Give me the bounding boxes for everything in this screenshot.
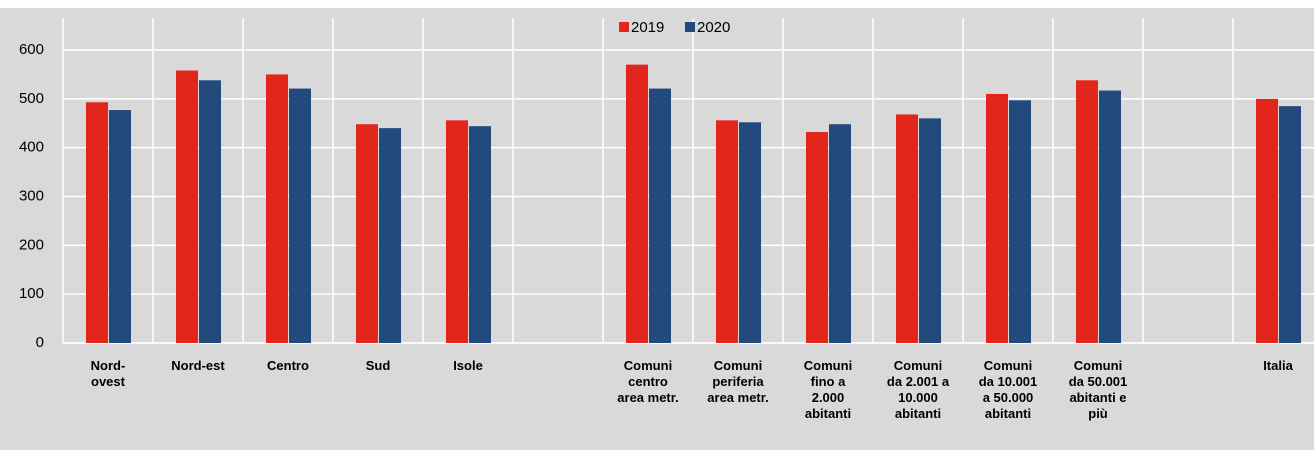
y-tick-label: 400 [19, 139, 44, 156]
x-tick-label: Comuni da 10.001 a 50.000 abitanti [978, 358, 1038, 421]
legend-label: 2020 [697, 19, 730, 36]
bar [176, 70, 198, 343]
x-tick-label: Comuni da 2.001 a 10.000 abitanti [886, 358, 950, 421]
bar [199, 80, 221, 343]
bar [109, 110, 131, 343]
bar [86, 102, 108, 343]
bar [1256, 98, 1278, 343]
y-tick-label: 100 [19, 285, 44, 302]
x-tick-label: Centro [267, 358, 309, 373]
top-band [0, 0, 1314, 8]
bar [379, 128, 401, 343]
x-tick-label: Nord- ovest [90, 358, 126, 389]
bar [649, 88, 671, 343]
bar [266, 74, 288, 344]
bar [919, 118, 941, 343]
legend-swatch [685, 22, 695, 32]
bar [1076, 80, 1098, 343]
bar [986, 93, 1008, 343]
bar [1009, 100, 1031, 343]
bar [446, 120, 468, 343]
bar [739, 122, 761, 343]
x-tick-label: Comuni periferia area metr. [707, 358, 769, 405]
legend-label: 2019 [631, 19, 664, 36]
y-tick-label: 600 [19, 41, 44, 58]
y-tick-label: 300 [19, 187, 44, 204]
bar [1279, 106, 1301, 344]
x-tick-label: Comuni fino a 2.000 abitanti [803, 358, 853, 421]
bar [806, 132, 828, 343]
x-tick-label: Isole [453, 358, 483, 373]
y-tick-label: 500 [19, 90, 44, 107]
x-tick-label: Comuni da 50.001 abitanti e più [1068, 358, 1128, 421]
legend-swatch [619, 22, 629, 32]
bar [896, 114, 918, 344]
y-tick-label: 0 [36, 334, 44, 351]
bar [289, 88, 311, 343]
x-tick-label: Comuni centro area metr. [617, 358, 679, 405]
x-tick-label: Italia [1263, 358, 1293, 373]
bar [716, 120, 738, 343]
y-tick-label: 200 [19, 236, 44, 253]
x-tick-label: Sud [365, 358, 391, 373]
bar [626, 64, 648, 344]
bar [829, 124, 851, 343]
x-tick-label: Nord-est [171, 358, 225, 373]
bar [469, 126, 491, 344]
bar [1099, 90, 1121, 343]
bar [356, 124, 378, 343]
